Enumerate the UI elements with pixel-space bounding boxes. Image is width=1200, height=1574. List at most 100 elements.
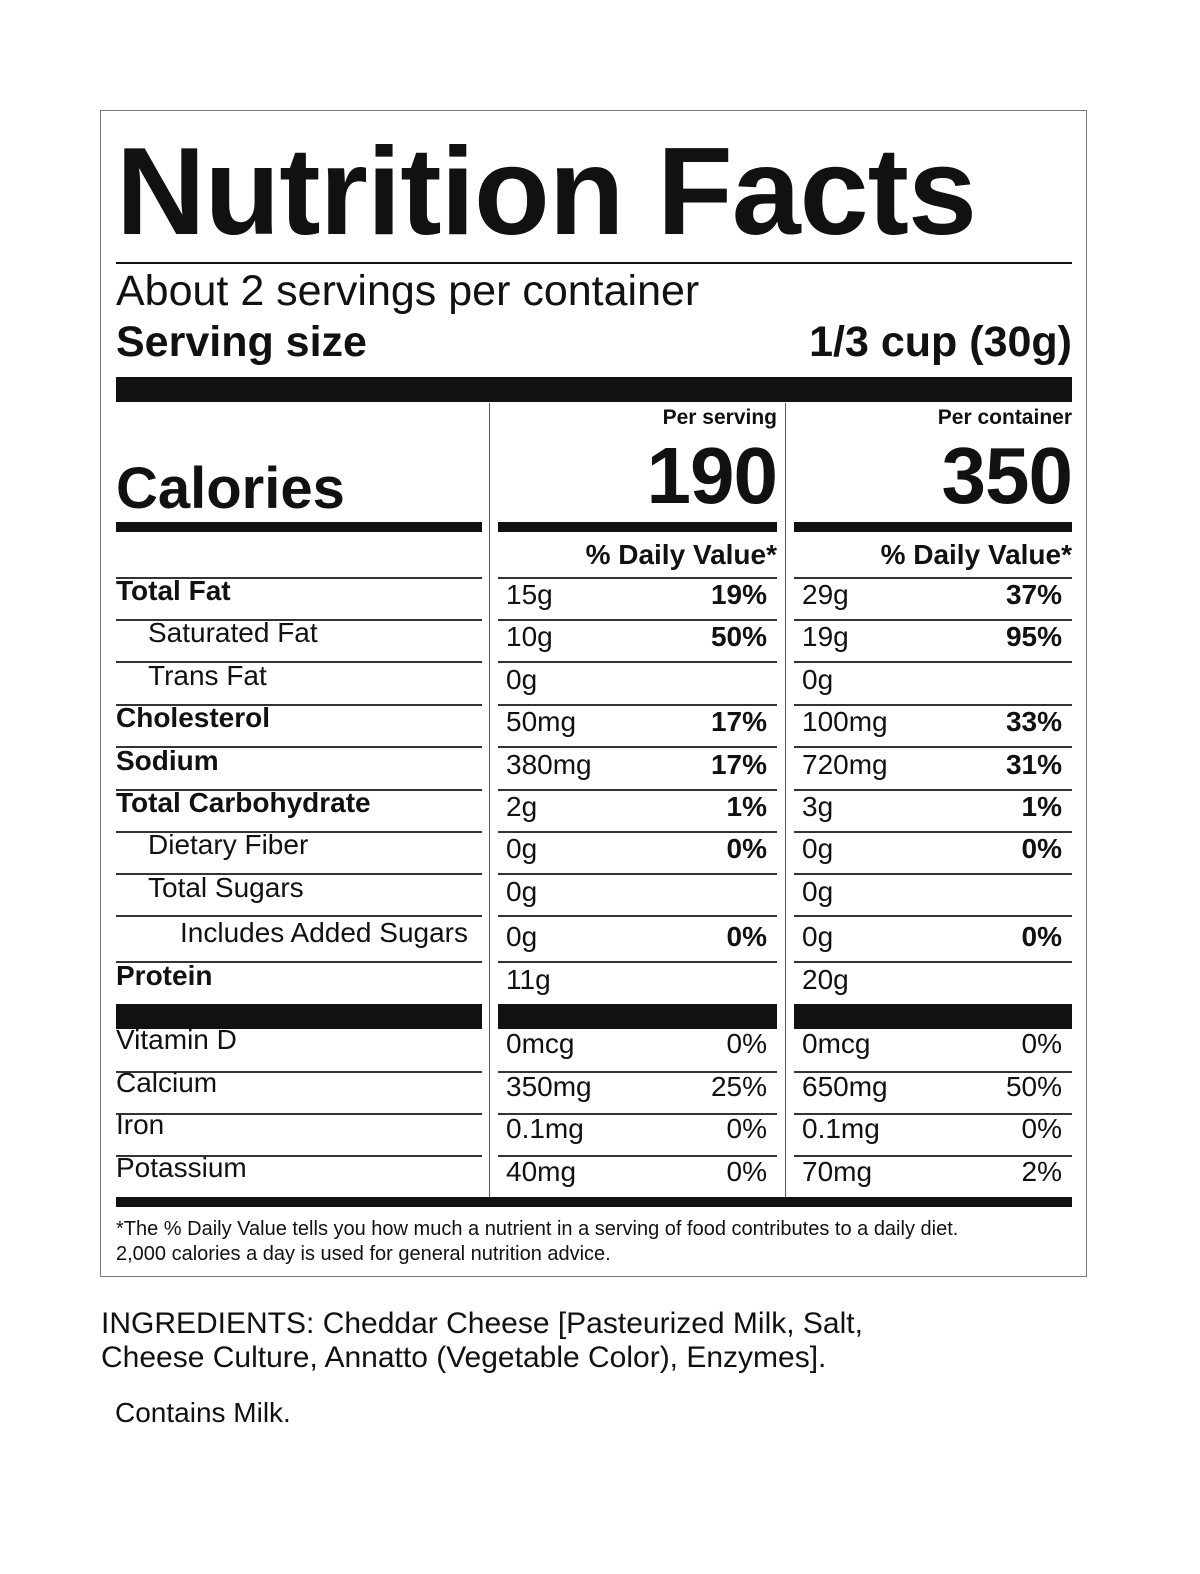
vitamins-bar-name (116, 1004, 482, 1029)
bottom-bar (116, 1197, 1072, 1207)
ingredients-line-2: Cheese Culture, Annatto (Vegetable Color… (101, 1341, 827, 1374)
serving-daily-value-calcium: 25% (710, 1071, 767, 1102)
row-divider (116, 789, 482, 791)
footnote-line-1: *The % Daily Value tells you how much a … (116, 1218, 959, 1240)
row-divider (794, 1155, 1072, 1157)
container-amount-total-fat: 29g (802, 579, 849, 610)
container-daily-value-saturated-fat: 95% (1005, 621, 1062, 652)
serving-amount-total-carbohydrate: 2g (506, 791, 538, 822)
nutrient-name-iron: Iron (116, 1109, 165, 1140)
container-amount-trans-fat: 0g (802, 664, 834, 695)
container-daily-value-calcium: 50% (1005, 1071, 1062, 1102)
row-divider (794, 619, 1072, 621)
nutrient-name-potassium: Potassium (116, 1152, 247, 1183)
row-divider (794, 704, 1072, 706)
container-amount-total-carbohydrate: 3g (802, 791, 834, 822)
serving-daily-value-iron: 0% (726, 1113, 767, 1144)
serving-daily-value-potassium: 0% (726, 1156, 767, 1187)
row-divider (498, 746, 777, 748)
row-divider (116, 704, 482, 706)
container-amount-vitamin-d: 0mcg (802, 1028, 871, 1059)
row-divider (498, 789, 777, 791)
row-divider (794, 961, 1072, 963)
container-amount-saturated-fat: 19g (802, 621, 849, 652)
serving-amount-saturated-fat: 10g (506, 621, 553, 652)
calories-bar-name (116, 522, 482, 532)
row-divider (498, 1071, 777, 1073)
serving-daily-value-dietary-fiber: 0% (726, 833, 767, 864)
row-divider (794, 746, 1072, 748)
row-divider (116, 1113, 482, 1115)
column-divider-container (785, 403, 786, 1197)
nutrient-name-includes-added-sugars: Includes Added Sugars (180, 917, 468, 948)
serving-amount-dietary-fiber: 0g (506, 833, 538, 864)
nutrition-facts-title: Nutrition Facts (116, 123, 977, 261)
daily-value-heading-serving: % Daily Value* (585, 539, 777, 570)
nutrient-name-cholesterol: Cholesterol (116, 702, 271, 733)
nutrition-facts-panel: Nutrition Facts About 2 servings per con… (100, 110, 1087, 1277)
container-amount-potassium: 70mg (802, 1156, 873, 1187)
nutrient-name-total-fat: Total Fat (116, 575, 231, 606)
row-divider (498, 619, 777, 621)
calories-per-serving: 190 (646, 431, 778, 520)
serving-amount-iron: 0.1mg (506, 1113, 584, 1144)
row-divider (794, 915, 1072, 917)
per-serving-heading: Per serving (662, 406, 777, 429)
nutrient-name-calcium: Calcium (116, 1067, 218, 1098)
serving-daily-value-includes-added-sugars: 0% (726, 921, 767, 952)
container-daily-value-total-carbohydrate: 1% (1021, 791, 1062, 822)
vitamins-bar-serving (498, 1004, 777, 1029)
calories-bar-container (794, 522, 1072, 532)
daily-value-footnote: *The % Daily Value tells you how much a … (116, 1217, 1072, 1267)
servings-per-container: About 2 servings per container (116, 267, 700, 315)
container-daily-value-iron: 0% (1021, 1113, 1062, 1144)
serving-daily-value-cholesterol: 17% (710, 706, 767, 737)
allergen-statement: Contains Milk. (115, 1397, 291, 1428)
row-divider (498, 831, 777, 833)
serving-amount-total-sugars: 0g (506, 876, 538, 907)
serving-daily-value-total-fat: 19% (710, 579, 767, 610)
row-divider (116, 831, 482, 833)
row-divider (794, 873, 1072, 875)
serving-amount-trans-fat: 0g (506, 664, 538, 695)
per-container-heading: Per container (937, 406, 1072, 429)
serving-daily-value-sodium: 17% (710, 749, 767, 780)
container-amount-protein: 20g (802, 964, 849, 995)
row-divider (794, 1071, 1072, 1073)
row-divider (794, 577, 1072, 579)
nutrient-name-vitamin-d: Vitamin D (116, 1024, 237, 1055)
container-amount-calcium: 650mg (802, 1071, 888, 1102)
nutrient-name-dietary-fiber: Dietary Fiber (148, 829, 309, 860)
calories-bar-serving (498, 522, 777, 532)
container-daily-value-vitamin-d: 0% (1021, 1028, 1062, 1059)
row-divider (498, 661, 777, 663)
serving-size-label: Serving size (116, 318, 367, 366)
row-divider (116, 746, 482, 748)
serving-size-value: 1/3 cup (30g) (809, 318, 1072, 366)
row-divider (794, 1113, 1072, 1115)
row-divider (498, 704, 777, 706)
serving-amount-potassium: 40mg (506, 1156, 577, 1187)
serving-amount-total-fat: 15g (506, 579, 553, 610)
footnote-line-2: 2,000 calories a day is used for general… (116, 1243, 611, 1265)
row-divider (116, 1155, 482, 1157)
ingredients-statement: INGREDIENTS: Cheddar Cheese [Pasteurized… (101, 1307, 901, 1375)
row-divider (498, 961, 777, 963)
container-amount-dietary-fiber: 0g (802, 833, 834, 864)
serving-amount-sodium: 380mg (506, 749, 592, 780)
row-divider (116, 961, 482, 963)
container-daily-value-sodium: 31% (1005, 749, 1062, 780)
serving-amount-vitamin-d: 0mcg (506, 1028, 575, 1059)
serving-amount-cholesterol: 50mg (506, 706, 577, 737)
container-amount-includes-added-sugars: 0g (802, 921, 834, 952)
serving-daily-value-vitamin-d: 0% (726, 1028, 767, 1059)
serving-daily-value-total-carbohydrate: 1% (726, 791, 767, 822)
row-divider (794, 661, 1072, 663)
serving-daily-value-saturated-fat: 50% (710, 621, 767, 652)
row-divider (116, 915, 482, 917)
nutrient-name-total-carbohydrate: Total Carbohydrate (116, 787, 371, 818)
container-amount-cholesterol: 100mg (802, 706, 888, 737)
nutrient-name-saturated-fat: Saturated Fat (148, 617, 318, 648)
serving-amount-protein: 11g (506, 964, 551, 995)
serving-amount-includes-added-sugars: 0g (506, 921, 538, 952)
